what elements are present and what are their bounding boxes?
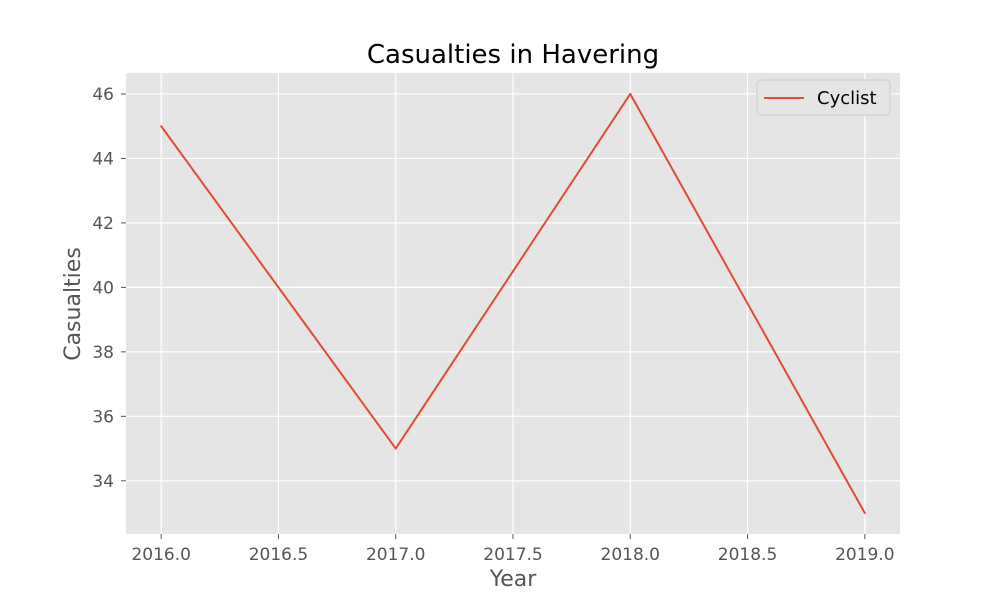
data-point xyxy=(160,125,163,128)
legend-label-cyclist: Cyclist xyxy=(817,88,877,109)
y-axis-label: Casualties xyxy=(61,247,86,361)
data-point xyxy=(863,512,866,515)
x-tick-label: 2018.5 xyxy=(718,545,777,565)
legend: Cyclist xyxy=(756,79,891,116)
data-point xyxy=(394,447,397,450)
x-tick-label: 2016.0 xyxy=(131,545,190,565)
series-group xyxy=(160,92,866,515)
x-tick-label: 2017.0 xyxy=(366,545,425,565)
y-tick-label: 36 xyxy=(92,407,114,427)
legend-box xyxy=(756,79,891,116)
y-tick-label: 46 xyxy=(92,85,114,105)
x-tick-label: 2017.5 xyxy=(483,545,542,565)
chart-title: Casualties in Havering xyxy=(367,40,659,70)
y-tick-label: 34 xyxy=(92,472,114,492)
x-tick-label: 2019.0 xyxy=(835,545,894,565)
y-tick-label: 42 xyxy=(92,214,114,234)
x-tick-label: 2016.5 xyxy=(249,545,308,565)
y-grid xyxy=(126,93,900,482)
y-tick-label: 38 xyxy=(92,343,114,363)
data-point xyxy=(629,92,632,95)
x-tick-label: 2018.0 xyxy=(601,545,660,565)
series-line-cyclist xyxy=(160,92,866,514)
y-tick-label: 40 xyxy=(92,278,114,298)
x-ticks: 2016.0 2016.5 2017.0 2017.5 2018.0 2018.5 2019… xyxy=(131,534,895,565)
x-axis-label: Year xyxy=(489,567,538,592)
y-ticks: 34 36 38 40 42 44 46 xyxy=(92,85,126,492)
y-tick-label: 44 xyxy=(92,149,114,169)
